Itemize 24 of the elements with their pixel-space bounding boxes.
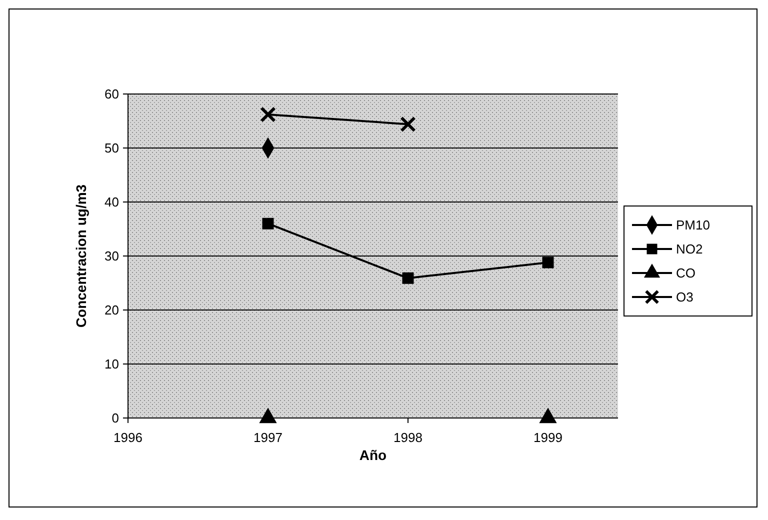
legend-label: CO: [676, 266, 696, 281]
y-axis-title: Concentracion ug/m3: [73, 184, 89, 328]
x-tick-label: 1998: [394, 430, 422, 445]
point: [400, 116, 416, 132]
point: [542, 256, 554, 268]
y-tick-label: 60: [104, 86, 119, 102]
legend-label: PM10: [676, 218, 710, 233]
y-tick-label: 20: [104, 302, 119, 318]
point: [262, 218, 274, 230]
y-tick-label: 10: [104, 356, 119, 372]
y-tick-label: 30: [104, 248, 119, 264]
y-tick-label: 50: [104, 140, 119, 156]
point: [540, 408, 556, 424]
point: [402, 272, 414, 284]
x-axis-title: Año: [359, 447, 387, 463]
point: [260, 106, 276, 122]
y-tick-label: 0: [112, 410, 119, 426]
x-tick-label: 1999: [534, 430, 562, 445]
legend-label: O3: [676, 290, 694, 305]
x-tick-label: 1996: [114, 430, 142, 445]
x-tick-label: 1997: [254, 430, 282, 445]
legend-label: NO2: [676, 242, 703, 257]
point: [260, 408, 276, 424]
y-tick-label: 40: [104, 194, 119, 210]
